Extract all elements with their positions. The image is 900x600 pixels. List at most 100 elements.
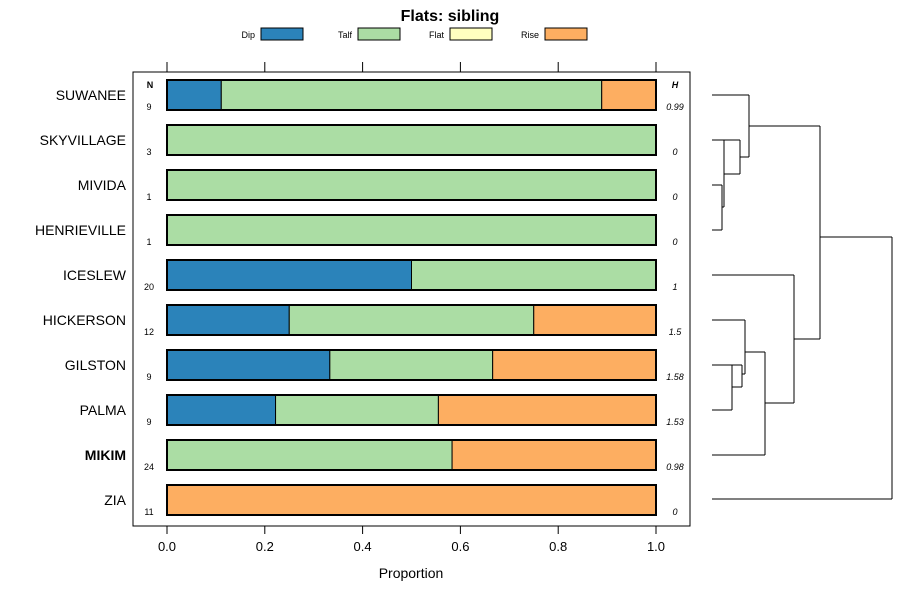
x-axis: 0.0 0.2 0.4 0.6 0.8 1.0 [158, 526, 665, 554]
legend-swatch [544, 27, 588, 41]
n-value: 20 [144, 282, 154, 292]
bar-outline [166, 214, 657, 246]
n-value: 9 [146, 417, 151, 427]
bar-segment [166, 79, 222, 111]
bar-segment [166, 214, 657, 246]
h-value: 0.98 [666, 462, 684, 472]
legend-swatch [260, 27, 304, 41]
n-value: 12 [144, 327, 154, 337]
category-label: MIKIM [85, 447, 126, 463]
bar-row: SUWANEE 9 0.99 [56, 79, 684, 112]
n-value: 9 [146, 102, 151, 112]
h-value: 1.58 [666, 372, 684, 382]
legend-label: Flat [429, 30, 445, 40]
bar-segment [275, 394, 439, 426]
plot-frame [132, 71, 691, 527]
bar-segment [437, 394, 657, 426]
bar-segment [601, 79, 657, 111]
legend-swatch [449, 27, 493, 41]
legend-label: Talf [338, 30, 353, 40]
n-value: 9 [146, 372, 151, 382]
bar-outline [166, 79, 657, 111]
x-tick-label: 0.6 [451, 539, 469, 554]
h-value: 1.53 [666, 417, 684, 427]
bar-outline [166, 259, 657, 291]
bar-row: PALMA 9 1.53 [80, 394, 684, 427]
category-label: ZIA [104, 492, 126, 508]
bar-segment [329, 349, 494, 381]
bar-row: SKYVILLAGE 3 0 [40, 124, 678, 157]
legend-swatch [357, 27, 401, 41]
x-axis-label: Proportion [379, 565, 444, 581]
n-value: 24 [144, 462, 154, 472]
bar-segment [166, 484, 657, 516]
n-value: 11 [144, 507, 153, 517]
n-value: 1 [146, 237, 151, 247]
category-label: HICKERSON [43, 312, 126, 328]
n-column-header: N [147, 80, 154, 90]
h-value: 0 [672, 507, 677, 517]
n-value: 1 [146, 192, 151, 202]
category-label: MIVIDA [78, 177, 127, 193]
h-value: 1.5 [669, 327, 683, 337]
category-label: GILSTON [65, 357, 126, 373]
bar-outline [166, 484, 657, 516]
bar-outline [166, 124, 657, 156]
bar-outline [166, 349, 657, 381]
bar-segment [166, 304, 290, 336]
category-label: PALMA [80, 402, 127, 418]
top-axis-ticks [166, 62, 657, 72]
x-tick-label: 0.0 [158, 539, 176, 554]
bar-segment [451, 439, 657, 471]
n-value: 3 [146, 147, 151, 157]
x-tick-label: 0.4 [354, 539, 372, 554]
x-tick-label: 1.0 [647, 539, 665, 554]
bar-row: GILSTON 9 1.58 [65, 349, 684, 382]
bar-segment [166, 124, 657, 156]
legend: Dip Talf Flat Rise [241, 27, 588, 41]
bar-segment [166, 394, 277, 426]
h-value: 0 [672, 237, 677, 247]
dendrogram-branch [721, 140, 725, 230]
x-tick-label: 0.2 [256, 539, 274, 554]
bar-row: MIVIDA 1 0 [78, 169, 678, 202]
bar-outline [166, 394, 657, 426]
h-column-header: H [672, 80, 679, 90]
bar-segment [288, 304, 535, 336]
h-value: 1 [672, 282, 677, 292]
bar-segment [166, 439, 453, 471]
dendrogram-branch [724, 95, 820, 175]
bar-outline [166, 304, 657, 336]
bar-row: HICKERSON 12 1.5 [43, 304, 683, 337]
dendrogram-branch [712, 364, 743, 411]
bar-outline [166, 169, 657, 201]
chart-title: Flats: sibling [401, 8, 500, 25]
bar-segment [166, 169, 657, 201]
category-label: SUWANEE [56, 87, 126, 103]
category-label: HENRIEVILLE [35, 222, 126, 238]
bar-outline [166, 439, 657, 471]
dendrogram-branch [712, 126, 893, 500]
dendrogram-branch [712, 319, 794, 456]
bar-row: ICESLEW 20 1 [63, 259, 678, 292]
bar-segment [411, 259, 657, 291]
bar-segment [533, 304, 657, 336]
bar-segment [492, 349, 657, 381]
bar-row: HENRIEVILLE 1 0 [35, 214, 678, 247]
legend-label: Rise [521, 30, 539, 40]
bar-row: MIKIM 24 0.98 [85, 439, 684, 472]
bar-segment [166, 349, 331, 381]
dendrogram-branch [712, 94, 749, 231]
bar-segment [220, 79, 603, 111]
category-label: SKYVILLAGE [40, 132, 126, 148]
x-tick-label: 0.8 [549, 539, 567, 554]
category-label: ICESLEW [63, 267, 127, 283]
h-value: 0.99 [666, 102, 684, 112]
h-value: 0 [672, 192, 677, 202]
legend-label: Dip [241, 30, 255, 40]
bar-row: ZIA 11 0 [104, 484, 678, 517]
h-value: 0 [672, 147, 677, 157]
bar-segment [166, 259, 412, 291]
